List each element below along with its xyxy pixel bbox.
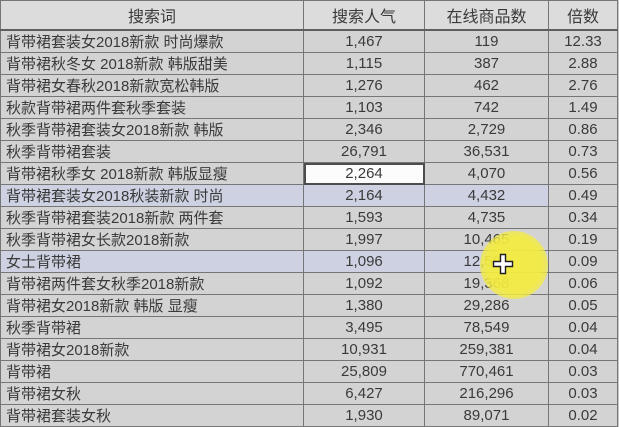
table-row: 秋季背带裙 3,495 78,549 0.04 xyxy=(0,316,618,339)
keyword-cell[interactable]: 背带裙女春秋2018新款宽松韩版 xyxy=(0,74,304,97)
ratio-cell[interactable]: 0.09 xyxy=(548,250,618,273)
ratio-cell[interactable]: 0.06 xyxy=(548,272,618,295)
table-row: 秋季背带裙女长款2018新款 1,997 10,465 0.19 xyxy=(0,228,618,251)
popularity-cell[interactable]: 1,103 xyxy=(303,96,425,119)
table-row: 秋季背带裙套装 26,791 36,531 0.73 xyxy=(0,140,618,163)
popularity-cell[interactable]: 1,380 xyxy=(303,294,425,317)
table-row: 女士背带裙 1,096 12,596 0.09 xyxy=(0,250,618,273)
products-cell[interactable]: 29,286 xyxy=(424,294,549,317)
products-cell[interactable]: 19,368 xyxy=(424,272,549,295)
header-row: 搜索词 搜索人气 在线商品数 倍数 xyxy=(0,0,618,31)
popularity-cell[interactable]: 2,346 xyxy=(303,118,425,141)
popularity-cell[interactable]: 25,809 xyxy=(303,360,425,383)
table-row: 背带裙套装女2018秋装新款 时尚 2,164 4,432 0.49 xyxy=(0,184,618,207)
ratio-cell[interactable]: 0.04 xyxy=(548,316,618,339)
ratio-cell[interactable]: 0.73 xyxy=(548,140,618,163)
keyword-cell[interactable]: 背带裙女秋 xyxy=(0,382,304,405)
keyword-cell[interactable]: 背带裙女2018新款 韩版 显瘦 xyxy=(0,294,304,317)
column-header-products[interactable]: 在线商品数 xyxy=(424,0,549,31)
table-row: 背带裙女春秋2018新款宽松韩版 1,276 462 2.76 xyxy=(0,74,618,97)
keyword-cell[interactable]: 背带裙秋冬女 2018新款 韩版甜美 xyxy=(0,52,304,75)
ratio-cell[interactable]: 0.03 xyxy=(548,360,618,383)
keyword-cell[interactable]: 秋季背带裙 xyxy=(0,316,304,339)
products-cell[interactable]: 78,549 xyxy=(424,316,549,339)
keyword-cell[interactable]: 背带裙套装女2018秋装新款 时尚 xyxy=(0,184,304,207)
popularity-cell[interactable]: 1,092 xyxy=(303,272,425,295)
keyword-cell[interactable]: 背带裙套装女2018新款 时尚爆款 xyxy=(0,29,304,53)
ratio-cell[interactable]: 0.04 xyxy=(548,338,618,361)
products-cell[interactable]: 2,729 xyxy=(424,118,549,141)
table-row: 背带裙套装女2018新款 时尚爆款 1,467 119 12.33 xyxy=(0,29,618,53)
table-row: 背带裙两件套女秋季2018新款 1,092 19,368 0.06 xyxy=(0,272,618,295)
table-row: 背带裙秋季女 2018新款 韩版显瘦 2,264 4,070 0.56 xyxy=(0,162,618,185)
keyword-cell[interactable]: 秋季背带裙女长款2018新款 xyxy=(0,228,304,251)
table-row: 秋季背带裙套装2018新款 两件套 1,593 4,735 0.34 xyxy=(0,206,618,229)
products-cell[interactable]: 4,735 xyxy=(424,206,549,229)
ratio-cell[interactable]: 0.19 xyxy=(548,228,618,251)
popularity-cell[interactable]: 1,467 xyxy=(303,29,425,53)
table-row: 秋季背带裙套装女2018新款 韩版 2,346 2,729 0.86 xyxy=(0,118,618,141)
keyword-cell[interactable]: 背带裙 xyxy=(0,360,304,383)
table-row: 秋款背带裙两件套秋季套装 1,103 742 1.49 xyxy=(0,96,618,119)
products-cell[interactable]: 387 xyxy=(424,52,549,75)
keyword-cell[interactable]: 秋季背带裙套装女2018新款 韩版 xyxy=(0,118,304,141)
products-cell[interactable]: 259,381 xyxy=(424,338,549,361)
popularity-cell[interactable]: 1,930 xyxy=(303,404,425,427)
table-row: 背带裙套装女秋 1,930 89,071 0.02 xyxy=(0,404,618,427)
table-row: 背带裙 25,809 770,461 0.03 xyxy=(0,360,618,383)
ratio-cell[interactable]: 1.49 xyxy=(548,96,618,119)
ratio-cell[interactable]: 0.34 xyxy=(548,206,618,229)
products-cell[interactable]: 36,531 xyxy=(424,140,549,163)
column-header-ratio[interactable]: 倍数 xyxy=(548,0,618,31)
popularity-cell[interactable]: 2,264 xyxy=(303,162,425,185)
popularity-cell[interactable]: 1,276 xyxy=(303,74,425,97)
ratio-cell[interactable]: 0.02 xyxy=(548,404,618,427)
popularity-cell[interactable]: 1,997 xyxy=(303,228,425,251)
keyword-cell[interactable]: 背带裙套装女秋 xyxy=(0,404,304,427)
products-cell[interactable]: 89,071 xyxy=(424,404,549,427)
popularity-cell[interactable]: 6,427 xyxy=(303,382,425,405)
popularity-cell[interactable]: 26,791 xyxy=(303,140,425,163)
popularity-cell[interactable]: 1,593 xyxy=(303,206,425,229)
keyword-cell[interactable]: 背带裙两件套女秋季2018新款 xyxy=(0,272,304,295)
keyword-cell[interactable]: 背带裙女2018新款 xyxy=(0,338,304,361)
ratio-cell[interactable]: 0.56 xyxy=(548,162,618,185)
ratio-cell[interactable]: 0.86 xyxy=(548,118,618,141)
products-cell[interactable]: 216,296 xyxy=(424,382,549,405)
products-cell[interactable]: 770,461 xyxy=(424,360,549,383)
table-row: 背带裙秋冬女 2018新款 韩版甜美 1,115 387 2.88 xyxy=(0,52,618,75)
popularity-cell[interactable]: 10,931 xyxy=(303,338,425,361)
products-cell[interactable]: 4,070 xyxy=(424,162,549,185)
ratio-cell[interactable]: 12.33 xyxy=(548,29,618,53)
ratio-cell[interactable]: 0.03 xyxy=(548,382,618,405)
products-cell[interactable]: 462 xyxy=(424,74,549,97)
column-header-popularity[interactable]: 搜索人气 xyxy=(303,0,425,31)
table-row: 背带裙女2018新款 韩版 显瘦 1,380 29,286 0.05 xyxy=(0,294,618,317)
keyword-cell[interactable]: 秋款背带裙两件套秋季套装 xyxy=(0,96,304,119)
products-cell[interactable]: 10,465 xyxy=(424,228,549,251)
popularity-cell[interactable]: 3,495 xyxy=(303,316,425,339)
popularity-cell[interactable]: 1,096 xyxy=(303,250,425,273)
keyword-cell[interactable]: 秋季背带裙套装 xyxy=(0,140,304,163)
ratio-cell[interactable]: 2.88 xyxy=(548,52,618,75)
products-cell[interactable]: 119 xyxy=(424,29,549,53)
ratio-cell[interactable]: 0.49 xyxy=(548,184,618,207)
column-header-keyword[interactable]: 搜索词 xyxy=(0,0,304,31)
products-cell[interactable]: 4,432 xyxy=(424,184,549,207)
table-row: 背带裙女2018新款 10,931 259,381 0.04 xyxy=(0,338,618,361)
keyword-cell[interactable]: 秋季背带裙套装2018新款 两件套 xyxy=(0,206,304,229)
keyword-cell[interactable]: 背带裙秋季女 2018新款 韩版显瘦 xyxy=(0,162,304,185)
products-cell[interactable]: 12,596 xyxy=(424,250,549,273)
keyword-cell[interactable]: 女士背带裙 xyxy=(0,250,304,273)
popularity-cell[interactable]: 1,115 xyxy=(303,52,425,75)
products-cell[interactable]: 742 xyxy=(424,96,549,119)
ratio-cell[interactable]: 0.05 xyxy=(548,294,618,317)
ratio-cell[interactable]: 2.76 xyxy=(548,74,618,97)
popularity-cell[interactable]: 2,164 xyxy=(303,184,425,207)
table-row: 背带裙女秋 6,427 216,296 0.03 xyxy=(0,382,618,405)
